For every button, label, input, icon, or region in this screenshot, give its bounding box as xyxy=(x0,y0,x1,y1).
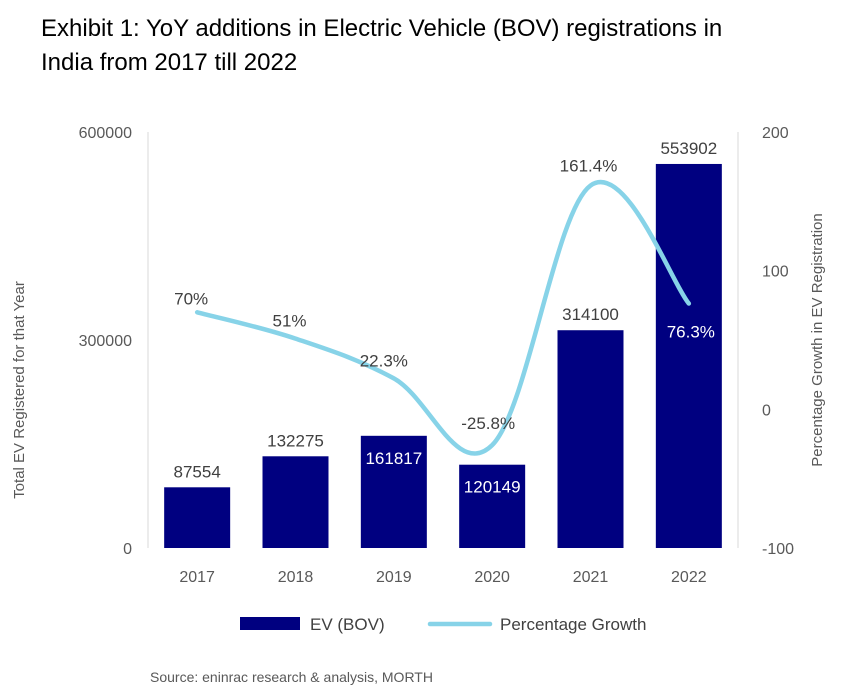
x-tick-label: 2020 xyxy=(474,569,510,586)
bar-label-2017: 87554 xyxy=(174,462,221,481)
growth-label-2018: 51% xyxy=(272,312,306,331)
bar-label-2019: 161817 xyxy=(365,449,422,468)
x-tick-label: 2018 xyxy=(278,569,314,586)
bar-series xyxy=(164,163,722,548)
legend-label-ev: EV (BOV) xyxy=(310,615,385,634)
y2-axis-title: Percentage Growth in EV Registration xyxy=(809,213,826,466)
y2-tick-label: 100 xyxy=(762,264,789,281)
growth-line xyxy=(194,180,692,456)
bar-label-2018: 132275 xyxy=(267,431,324,450)
growth-label-2019: 22.3% xyxy=(360,351,408,370)
x-tick-label: 2019 xyxy=(376,569,412,586)
growth-label-2017: 70% xyxy=(174,289,208,308)
left-axis-ticks: 0 300000 600000 xyxy=(79,125,132,558)
bar-2017 xyxy=(164,487,231,548)
x-tick-label: 2021 xyxy=(573,569,609,586)
source-note: Source: eninrac research & analysis, MOR… xyxy=(150,669,433,685)
bar-2019 xyxy=(360,435,427,548)
y-tick-label: 300000 xyxy=(79,333,132,350)
bar-2022 xyxy=(655,163,722,548)
bar-2020 xyxy=(459,464,526,548)
x-tick-label: 2022 xyxy=(671,569,707,586)
bar-label-2022: 553902 xyxy=(660,139,717,158)
legend: EV (BOV) Percentage Growth xyxy=(240,615,646,634)
bar-label-2021: 314100 xyxy=(562,305,619,324)
bar-data-labels: 87554 132275 161817 120149 314100 553902 xyxy=(174,139,718,497)
growth-label-2021: 161.4% xyxy=(560,157,618,176)
y2-tick-label: -100 xyxy=(762,541,794,558)
growth-label-2020: -25.8% xyxy=(461,414,515,433)
x-tick-label: 2017 xyxy=(179,569,215,586)
y-tick-label: 0 xyxy=(123,541,132,558)
right-axis-ticks: -100 0 100 200 xyxy=(762,125,794,558)
bar-label-2020: 120149 xyxy=(464,478,521,497)
legend-label-growth: Percentage Growth xyxy=(500,615,646,634)
growth-label-2022: 76.3% xyxy=(667,323,715,342)
chart-title-line-1: Exhibit 1: YoY additions in Electric Veh… xyxy=(41,15,722,42)
chart-title-line-2: India from 2017 till 2022 xyxy=(41,49,297,76)
line-data-labels: 70% 51% 22.3% -25.8% 161.4% 76.3% xyxy=(174,157,715,434)
y2-tick-label: 200 xyxy=(762,125,789,142)
y-tick-label: 600000 xyxy=(79,125,132,142)
y-axis-title: Total EV Registered for that Year xyxy=(11,281,28,499)
bar-2018 xyxy=(262,456,329,548)
legend-swatch-ev xyxy=(240,617,300,630)
y2-tick-label: 0 xyxy=(762,402,771,419)
bar-2021 xyxy=(557,330,624,548)
category-axis-ticks: 2017 2018 2019 2020 2021 2022 xyxy=(179,569,706,586)
